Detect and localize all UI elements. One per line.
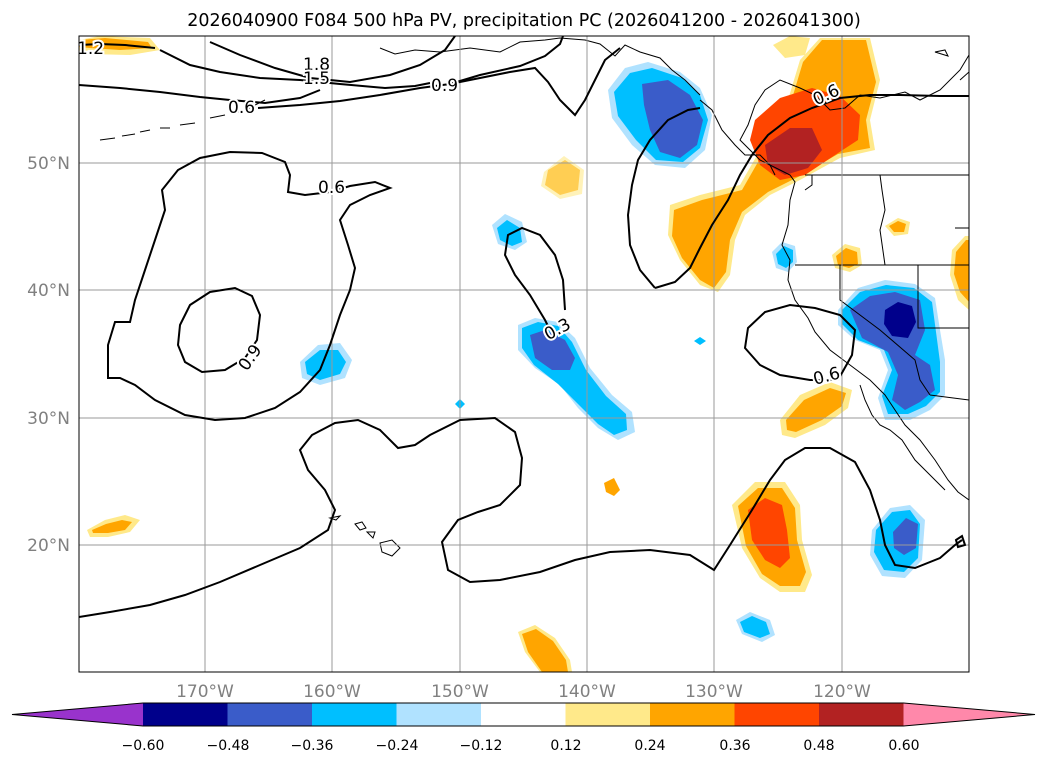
lon-label: 160°W (303, 682, 361, 702)
lat-label: 40°N (27, 281, 70, 301)
colorbar-tick-label: −0.36 (291, 738, 334, 754)
contour-label: 0.6 (228, 98, 255, 118)
colorbar-tick-label: 0.60 (888, 738, 919, 754)
contour-label: 1.2 (77, 39, 104, 59)
colorbar-tick-label: −0.60 (122, 738, 165, 754)
contour-label: 0.6 (318, 178, 345, 198)
colorbar-swatch (734, 703, 820, 726)
colorbar-tick-label: 0.48 (803, 738, 834, 754)
lat-label: 50°N (27, 154, 70, 174)
colorbar-swatch (819, 703, 904, 726)
colorbar-swatch (650, 703, 735, 726)
colorbar-tick-label: −0.24 (376, 738, 419, 754)
lon-label: 140°W (558, 682, 616, 702)
negative-precip-area (530, 330, 575, 370)
negative-precip-area (497, 220, 522, 246)
contour-label: 0.9 (431, 76, 458, 96)
negative-precip-area (776, 246, 793, 268)
colorbar-swatch (481, 703, 566, 726)
colorbar (11, 702, 1036, 727)
map-frame (78, 35, 970, 673)
positive-precip-area (541, 156, 584, 199)
map-title: 2026040900 F084 500 hPa PV, precipitatio… (187, 11, 861, 31)
negative-precip-area (305, 350, 346, 380)
contour-label: 1.5 (303, 69, 330, 89)
lon-label: 170°W (176, 682, 234, 702)
negative-precip-area (740, 616, 770, 638)
positive-precip-area (954, 240, 969, 302)
graticule (79, 36, 969, 672)
positive-precip-area (522, 629, 568, 672)
negative-precip-area (694, 337, 706, 345)
longitude-labels: 170°W 160°W 150°W 140°W 130°W 120°W (176, 682, 871, 702)
latitude-labels: 50°N 40°N 30°N 20°N (27, 154, 70, 556)
colorbar-swatch (227, 703, 313, 726)
lon-label: 120°W (813, 682, 871, 702)
lon-label: 130°W (685, 682, 743, 702)
negative-precip-area (884, 302, 916, 338)
colorbar-swatch (565, 703, 651, 726)
negative-precip-area (642, 80, 703, 158)
pv-contours (79, 36, 969, 618)
contour-label: 1.8 (303, 55, 330, 75)
colorbar-swatch (312, 703, 397, 726)
positive-precip-area (604, 478, 620, 496)
colorbar-tick-label: 0.12 (550, 738, 581, 754)
colorbar-tick-label: −0.48 (207, 738, 250, 754)
positive-precip-area (748, 498, 790, 568)
colorbar-labels: −0.60 −0.48 −0.36 −0.24 −0.12 0.12 0.24 … (122, 738, 920, 754)
colorbar-extend-max (903, 703, 1035, 726)
positive-precip-area (786, 388, 846, 432)
negative-precip-area (893, 518, 918, 555)
positive-precip-area (889, 221, 906, 232)
lat-label: 20°N (27, 536, 70, 556)
positive-precip-area (773, 36, 810, 58)
colorbar-swatch (143, 703, 228, 726)
lon-label: 150°W (431, 682, 489, 702)
colorbar-outline (11, 702, 1036, 727)
contour-labels: 1.2 1.8 1.5 0.9 0.6 0.6 0.6 0.9 0.3 0.6 (77, 37, 845, 392)
colorbar-tick-label: 0.36 (719, 738, 750, 754)
colorbar-swatch (396, 703, 482, 726)
map-panel: 1.2 1.8 1.5 0.9 0.6 0.6 0.6 0.9 0.3 0.6 (77, 36, 969, 672)
colorbar-tick-label: 0.24 (634, 738, 665, 754)
colorbar-extend-min (12, 703, 143, 726)
lat-label: 30°N (27, 409, 70, 429)
positive-precip-area (92, 520, 132, 533)
colorbar-tick-label: −0.12 (460, 738, 503, 754)
